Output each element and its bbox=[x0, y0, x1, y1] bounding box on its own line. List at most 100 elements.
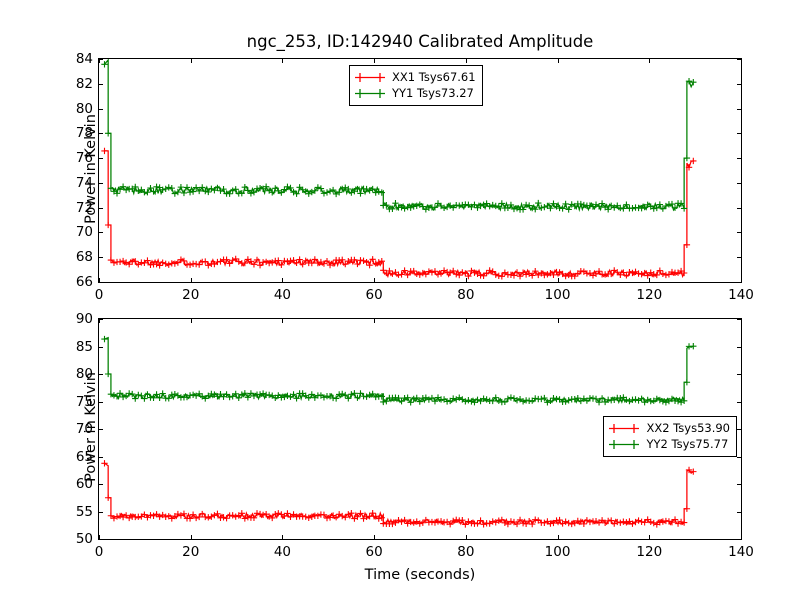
y-tick-mark bbox=[737, 207, 741, 209]
y-tick-mark bbox=[737, 59, 741, 60]
x-tick-mark bbox=[374, 278, 376, 282]
y-tick-mark bbox=[99, 207, 103, 209]
legend-label-xx2: XX2 Tsys53.90 bbox=[646, 420, 730, 435]
x-tick-mark bbox=[282, 278, 284, 282]
y-tick-mark bbox=[99, 158, 103, 160]
x-tick-mark bbox=[374, 319, 376, 323]
plot-lines-top bbox=[99, 59, 741, 282]
x-tick-mark bbox=[465, 278, 467, 282]
plot-panel-top[interactable]: Power in Kelvin XX1 Tsys67.61 YY1 Tsys73… bbox=[76, 51, 754, 303]
x-tick-label: 40 bbox=[273, 544, 292, 560]
series-markers bbox=[101, 460, 696, 527]
x-tick-mark bbox=[557, 535, 559, 539]
y-tick-mark bbox=[737, 319, 741, 320]
legend-marker-xx2-icon bbox=[609, 423, 640, 433]
x-tick-mark bbox=[557, 59, 559, 63]
x-tick-label: 60 bbox=[365, 287, 383, 303]
x-tick-mark bbox=[465, 319, 467, 323]
x-tick-mark bbox=[99, 59, 100, 63]
x-tick-label: 80 bbox=[457, 287, 475, 303]
y-tick-mark bbox=[737, 484, 741, 485]
y-tick-label: 55 bbox=[75, 503, 93, 520]
x-tick-mark bbox=[557, 278, 559, 282]
x-tick-label: 140 bbox=[728, 287, 754, 303]
x-tick-label: 100 bbox=[544, 287, 571, 303]
y-tick-mark bbox=[99, 346, 103, 348]
y-tick-mark bbox=[99, 374, 103, 375]
y-tick-mark bbox=[99, 429, 103, 430]
y-tick-mark bbox=[737, 83, 741, 85]
x-tick-mark bbox=[282, 319, 284, 323]
x-tick-mark bbox=[282, 59, 284, 63]
x-tick-mark bbox=[557, 319, 559, 323]
legend-item[interactable]: XX2 Tsys53.90 bbox=[609, 420, 730, 436]
legend-label-xx1: XX1 Tsys67.61 bbox=[392, 69, 476, 84]
x-tick-label: 20 bbox=[182, 287, 200, 303]
y-tick-mark bbox=[99, 539, 103, 540]
y-tick-label: 50 bbox=[75, 531, 93, 547]
y-tick-label: 82 bbox=[75, 75, 93, 92]
x-tick-label: 20 bbox=[182, 544, 200, 560]
x-axis-label: Time (seconds) bbox=[364, 567, 476, 583]
y-tick-label: 60 bbox=[75, 476, 93, 492]
x-tick-mark bbox=[99, 319, 100, 323]
y-tick-mark bbox=[737, 511, 741, 513]
y-tick-label: 85 bbox=[75, 338, 93, 355]
plot-lines-bottom bbox=[99, 319, 741, 539]
y-tick-label: 68 bbox=[75, 249, 93, 266]
x-tick-mark bbox=[99, 278, 100, 282]
x-tick-mark bbox=[282, 535, 284, 539]
y-tick-mark bbox=[99, 83, 103, 85]
x-tick-mark bbox=[374, 59, 376, 63]
legend-bottom[interactable]: XX2 Tsys53.90 YY2 Tsys75.77 bbox=[603, 416, 737, 457]
y-tick-mark bbox=[737, 232, 741, 234]
y-tick-mark bbox=[99, 511, 103, 513]
legend-item[interactable]: YY2 Tsys75.77 bbox=[609, 436, 730, 452]
x-tick-label: 140 bbox=[728, 544, 754, 560]
y-tick-label: 74 bbox=[75, 174, 93, 191]
y-tick-mark bbox=[99, 182, 103, 184]
y-tick-label: 84 bbox=[75, 51, 93, 67]
x-tick-mark bbox=[465, 59, 467, 63]
legend-marker-yy2-icon bbox=[609, 439, 640, 449]
y-tick-label: 80 bbox=[75, 366, 93, 382]
y-tick-mark bbox=[99, 319, 103, 320]
legend-item[interactable]: YY1 Tsys73.27 bbox=[355, 85, 476, 101]
y-tick-label: 66 bbox=[75, 274, 93, 290]
x-tick-mark bbox=[649, 59, 651, 63]
y-tick-mark bbox=[99, 59, 103, 60]
x-tick-label: 100 bbox=[544, 544, 571, 560]
y-tick-mark bbox=[737, 158, 741, 160]
y-tick-mark bbox=[737, 539, 741, 540]
legend-top[interactable]: XX1 Tsys67.61 YY1 Tsys73.27 bbox=[349, 65, 483, 106]
series-markers bbox=[101, 61, 696, 213]
x-tick-mark bbox=[741, 535, 742, 539]
y-tick-mark bbox=[99, 282, 103, 283]
x-tick-mark bbox=[190, 319, 192, 323]
y-tick-label: 70 bbox=[75, 421, 93, 437]
legend-label-yy2: YY2 Tsys75.77 bbox=[646, 436, 729, 451]
x-tick-label: 0 bbox=[94, 287, 104, 303]
series-markers bbox=[101, 336, 696, 406]
y-tick-label: 80 bbox=[75, 100, 93, 117]
y-tick-label: 72 bbox=[75, 199, 93, 216]
legend-item[interactable]: XX1 Tsys67.61 bbox=[355, 69, 476, 85]
y-tick-mark bbox=[99, 232, 103, 234]
x-tick-mark bbox=[649, 278, 651, 282]
y-tick-mark bbox=[737, 282, 741, 283]
x-tick-label: 60 bbox=[365, 544, 383, 560]
x-tick-mark bbox=[649, 535, 651, 539]
x-tick-mark bbox=[190, 59, 192, 63]
y-tick-label: 76 bbox=[75, 150, 93, 167]
series-markers bbox=[101, 148, 696, 280]
y-tick-mark bbox=[99, 401, 103, 403]
plot-panel-bottom[interactable]: Power in Kelvin Time (seconds) XX2 Tsys5… bbox=[76, 311, 754, 583]
legend-label-yy1: YY1 Tsys73.27 bbox=[392, 85, 474, 100]
x-tick-label: 120 bbox=[636, 287, 663, 303]
legend-marker-xx1-icon bbox=[355, 72, 385, 82]
x-tick-mark bbox=[99, 535, 100, 539]
x-tick-mark bbox=[741, 319, 742, 323]
y-tick-mark bbox=[99, 133, 103, 135]
y-tick-label: 78 bbox=[75, 125, 93, 142]
